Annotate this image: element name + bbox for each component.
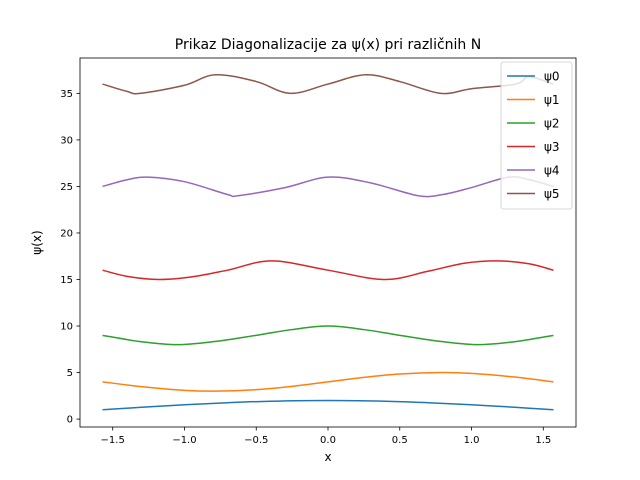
x-tick-label: −1.0 [172,435,196,446]
series-line-4 [102,175,554,198]
legend-label: ψ2 [544,117,560,131]
y-tick-label: 25 [60,182,73,193]
x-tick-label: 1.5 [535,435,551,446]
x-axis: −1.5 −1.0 −0.5 0.0 0.5 1.0 1.5 [101,427,551,446]
y-tick-label: 10 [60,322,73,333]
x-tick-label: −0.5 [244,435,268,446]
series-line-3 [102,260,554,281]
y-tick-label: 0 [67,415,73,426]
x-axis-label: x [324,450,331,464]
chart-title: Prikaz Diagonalizacije za ψ(x) pri razli… [175,37,481,53]
x-tick-label: 0.0 [320,435,336,446]
series-line-1 [102,371,554,392]
x-tick-label: −1.5 [101,435,125,446]
legend-box [500,61,573,210]
legend: ψ0 ψ1 ψ2 ψ3 ψ4 ψ5 [500,61,573,210]
y-tick-label: 5 [67,368,73,379]
x-tick-label: 1.0 [464,435,480,446]
legend-label: ψ1 [544,93,560,107]
legend-label: ψ5 [544,187,560,201]
y-axis: 0 5 10 15 20 25 30 35 [60,89,80,426]
legend-label: ψ4 [544,164,560,178]
legend-label: ψ0 [544,70,560,84]
series-line-2 [102,325,554,346]
y-axis-label: ψ(x) [30,230,44,254]
y-tick-label: 15 [60,275,73,286]
y-tick-label: 35 [60,89,73,100]
y-tick-label: 20 [60,228,73,239]
x-tick-label: 0.5 [392,435,408,446]
series-line-0 [102,399,554,411]
legend-label: ψ3 [544,140,560,154]
y-tick-label: 30 [60,135,73,146]
